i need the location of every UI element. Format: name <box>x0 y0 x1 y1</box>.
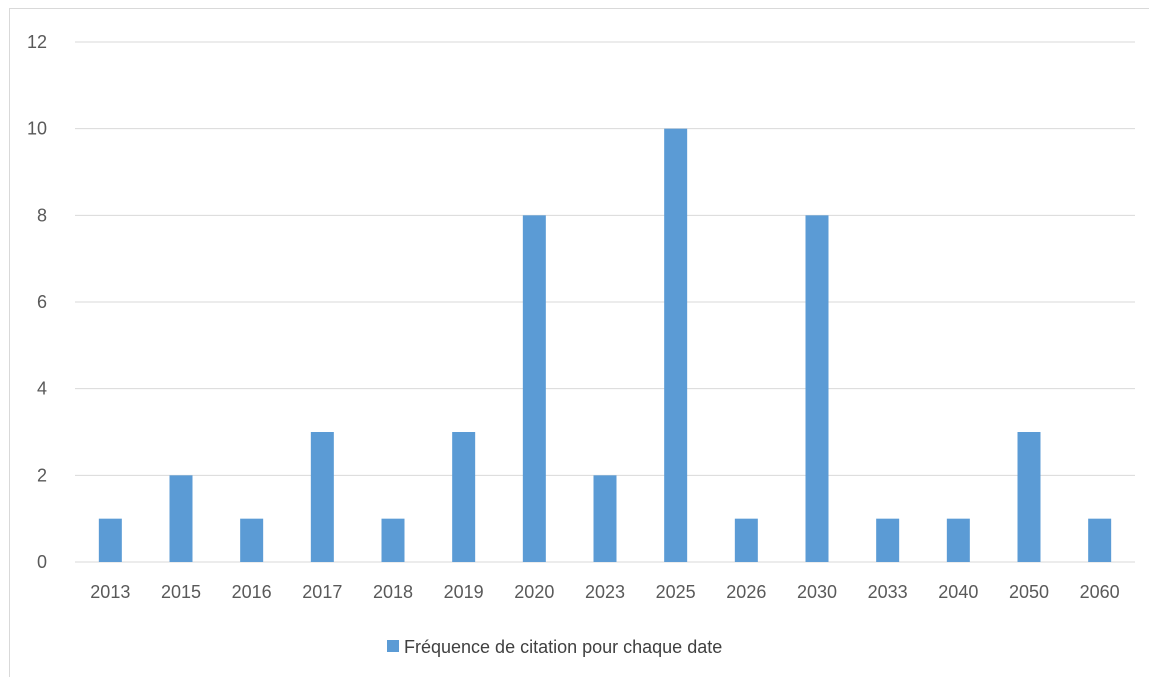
x-tick-label: 2025 <box>656 582 696 602</box>
y-tick-label: 2 <box>37 465 47 485</box>
x-tick-label: 2015 <box>161 582 201 602</box>
legend-label: Fréquence de citation pour chaque date <box>404 637 722 657</box>
x-tick-label: 2018 <box>373 582 413 602</box>
x-axis-ticks: 2013 2015 2016 2017 2018 2019 2020 2023 2025 2026… <box>90 582 1119 602</box>
bar-2020 <box>522 215 546 563</box>
bar-2019 <box>452 432 476 562</box>
y-tick-label: 8 <box>37 205 47 225</box>
x-tick-label: 2013 <box>90 582 130 602</box>
bar-2017 <box>310 432 334 562</box>
bar-2050 <box>1017 432 1041 562</box>
chart-frame <box>9 8 1149 677</box>
y-axis-ticks: 0 2 4 6 8 10 12 <box>27 32 47 572</box>
x-tick-label: 2019 <box>444 582 484 602</box>
bar-2018 <box>381 518 405 562</box>
x-tick-label: 2016 <box>232 582 272 602</box>
x-tick-label: 2026 <box>726 582 766 602</box>
y-tick-label: 0 <box>37 552 47 572</box>
bar-2025 <box>664 128 688 562</box>
bar-2026 <box>734 518 758 562</box>
y-tick-label: 6 <box>37 292 47 312</box>
x-tick-label: 2040 <box>938 582 978 602</box>
bar-2016 <box>240 518 264 562</box>
bar-2023 <box>593 475 617 562</box>
x-tick-label: 2050 <box>1009 582 1049 602</box>
x-tick-label: 2023 <box>585 582 625 602</box>
bar-2040 <box>946 518 970 562</box>
bar-2030 <box>805 215 829 563</box>
x-tick-label: 2020 <box>514 582 554 602</box>
bar-2013 <box>98 518 122 562</box>
x-tick-label: 2033 <box>868 582 908 602</box>
x-tick-label: 2030 <box>797 582 837 602</box>
legend-swatch <box>387 640 399 652</box>
bars <box>98 128 1112 563</box>
y-tick-label: 10 <box>27 119 47 139</box>
y-tick-label: 4 <box>37 379 47 399</box>
legend: Fréquence de citation pour chaque date <box>387 637 722 657</box>
x-tick-label: 2017 <box>302 582 342 602</box>
y-tick-label: 12 <box>27 32 47 52</box>
x-tick-label: 2060 <box>1080 582 1120 602</box>
bar-2060 <box>1088 518 1112 562</box>
bar-2015 <box>169 475 193 562</box>
bar-2033 <box>876 518 900 562</box>
